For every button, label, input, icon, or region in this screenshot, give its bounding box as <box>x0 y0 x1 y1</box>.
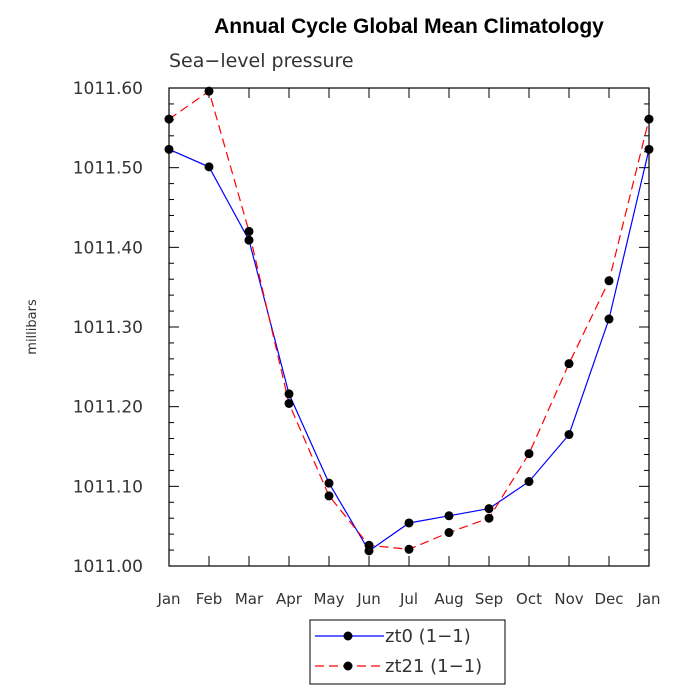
series-line-0 <box>168 148 650 552</box>
y-axis-label: millibars <box>25 299 40 355</box>
data-point-series-1 <box>484 513 494 523</box>
legend-marker-zt0 <box>343 631 353 641</box>
x-tick-label: May <box>313 590 344 608</box>
data-point-series-1 <box>244 226 254 236</box>
data-point-series-1 <box>284 398 294 408</box>
data-point-series-0 <box>524 477 534 487</box>
x-tick-label: Apr <box>276 590 303 608</box>
series-layer <box>164 86 654 556</box>
data-point-series-1 <box>404 544 414 554</box>
y-tick-label: 1011.60 <box>73 79 143 99</box>
data-point-series-0 <box>564 430 574 440</box>
data-point-series-0 <box>324 478 334 488</box>
x-tick-label: Jun <box>356 590 380 608</box>
legend-marker-zt21 <box>343 661 353 671</box>
series-line-1 <box>168 90 650 550</box>
plot-frame <box>168 87 650 567</box>
x-tick-label: Aug <box>434 590 463 608</box>
data-point-series-0 <box>164 144 174 154</box>
data-point-series-1 <box>644 114 654 124</box>
x-tick-label: Oct <box>516 590 542 608</box>
data-point-series-0 <box>484 504 494 514</box>
x-tick-label: Nov <box>554 590 583 608</box>
x-tick-label: Mar <box>235 590 264 608</box>
legend-box <box>309 619 506 685</box>
y-tick-label: 1011.20 <box>73 398 143 418</box>
y-tick-label: 1011.40 <box>73 238 143 258</box>
data-point-series-1 <box>604 276 614 286</box>
data-point-series-1 <box>444 528 454 538</box>
data-point-series-1 <box>364 540 374 550</box>
data-point-series-0 <box>604 314 614 324</box>
data-point-series-0 <box>644 144 654 154</box>
x-tick-label: Jan <box>156 590 180 608</box>
data-point-series-1 <box>324 491 334 501</box>
x-tick-label: Sep <box>475 590 503 608</box>
chart-subtitle: Sea−level pressure <box>169 50 354 72</box>
data-point-series-1 <box>164 114 174 124</box>
legend-label-zt0: zt0 (1−1) <box>385 626 471 647</box>
data-point-series-0 <box>204 162 214 172</box>
y-tick-label: 1011.50 <box>73 159 143 179</box>
data-point-series-0 <box>284 389 294 399</box>
data-point-series-1 <box>204 86 214 96</box>
data-point-series-0 <box>244 235 254 245</box>
legend: zt0 (1−1) zt21 (1−1) <box>309 619 506 685</box>
data-point-series-1 <box>524 449 534 459</box>
chart-title: Annual Cycle Global Mean Climatology <box>214 15 604 38</box>
y-tick-label: 1011.10 <box>73 477 143 497</box>
data-point-series-1 <box>564 359 574 369</box>
x-tick-label: Jul <box>399 590 418 608</box>
y-tick-labels: 1011.00 1011.10 1011.20 1011.30 1011.40 1011.… <box>73 79 143 577</box>
data-point-series-0 <box>404 518 414 528</box>
data-point-series-0 <box>444 511 454 521</box>
x-tick-label: Jan <box>636 590 660 608</box>
y-tick-label: 1011.30 <box>73 318 143 338</box>
axis-ticks <box>168 87 650 567</box>
x-tick-label: Dec <box>594 590 623 608</box>
x-tick-labels: Jan Feb Mar Apr May Jun Jul Aug Sep Oct Nov Dec Jan <box>156 590 660 608</box>
legend-label-zt21: zt21 (1−1) <box>385 656 482 677</box>
y-tick-label: 1011.00 <box>73 557 143 577</box>
x-tick-label: Feb <box>196 590 223 608</box>
